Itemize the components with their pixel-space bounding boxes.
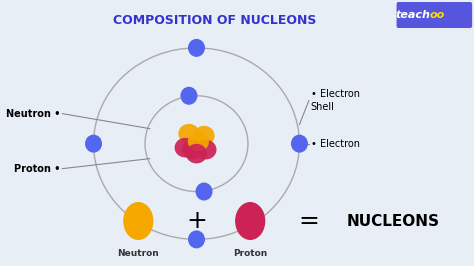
Ellipse shape xyxy=(123,202,154,240)
Text: +: + xyxy=(186,209,207,233)
Text: Proton: Proton xyxy=(233,249,267,258)
Circle shape xyxy=(188,230,205,248)
Ellipse shape xyxy=(195,140,217,159)
Text: COMPOSITION OF NUCLEONS: COMPOSITION OF NUCLEONS xyxy=(113,14,316,27)
Text: • Electron: • Electron xyxy=(311,139,360,149)
Circle shape xyxy=(196,182,212,201)
Ellipse shape xyxy=(235,202,265,240)
Text: =: = xyxy=(298,209,319,233)
Text: NUCLEONS: NUCLEONS xyxy=(347,214,440,228)
Text: oo: oo xyxy=(430,10,445,20)
Text: teach: teach xyxy=(395,10,430,20)
FancyBboxPatch shape xyxy=(397,2,472,28)
Ellipse shape xyxy=(174,138,196,157)
Text: Neutron •: Neutron • xyxy=(6,109,61,119)
Circle shape xyxy=(181,87,198,105)
Text: • Electron
Shell: • Electron Shell xyxy=(311,89,360,112)
Circle shape xyxy=(291,135,308,153)
Ellipse shape xyxy=(186,144,207,163)
Circle shape xyxy=(85,135,102,153)
Text: Proton •: Proton • xyxy=(14,164,61,174)
Ellipse shape xyxy=(182,140,203,159)
Text: Neutron: Neutron xyxy=(118,249,159,258)
Ellipse shape xyxy=(178,124,200,143)
Circle shape xyxy=(188,39,205,57)
Ellipse shape xyxy=(193,126,215,146)
Ellipse shape xyxy=(188,132,209,151)
